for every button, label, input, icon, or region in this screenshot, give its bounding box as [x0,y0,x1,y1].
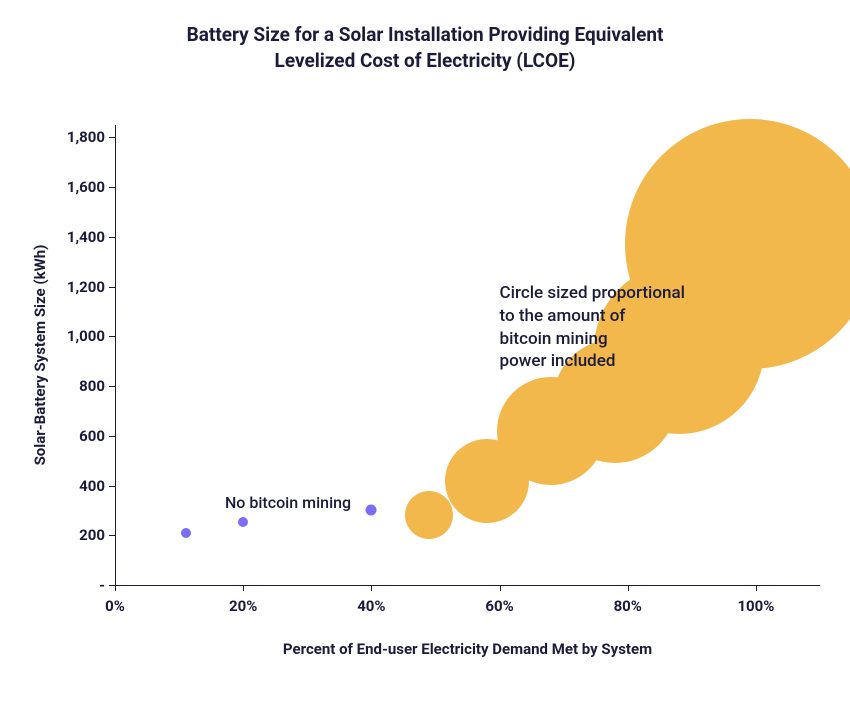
y-tick-label: 800 [79,377,115,395]
purple-bubble [181,528,191,538]
x-tick-label: 60% [485,585,513,615]
x-tick-label: 40% [357,585,385,615]
x-tick-label: 80% [614,585,642,615]
y-tick-label: 400 [79,477,115,495]
y-axis-line [115,125,116,585]
orange-bubble [405,491,453,539]
chart-container: Battery Size for a Solar Installation Pr… [0,0,850,710]
purple-bubble [238,517,248,527]
y-tick-label: 1,600 [67,178,115,196]
chart-title-line1: Battery Size for a Solar Installation Pr… [187,23,664,46]
x-axis-title: Percent of End-user Electricity Demand M… [283,640,652,658]
y-tick-label: 200 [79,526,115,544]
y-axis-title: Solar-Battery System Size (kWh) [31,245,49,466]
x-tick-label: 20% [229,585,257,615]
y-tick-label: 600 [79,427,115,445]
annotation-line: Circle sized proportional [500,283,685,303]
y-tick-label: 1,800 [67,128,115,146]
plot-area: -2004006008001,0001,2001,4001,6001,8000%… [115,125,820,585]
y-tick-label: 1,400 [67,228,115,246]
annotation-line: to the amount of [500,306,626,326]
x-axis-line [115,585,820,586]
annotation-line: power included [500,351,616,371]
annotation-circle-sized: Circle sized proportional to the amount o… [500,282,685,374]
chart-title: Battery Size for a Solar Installation Pr… [0,22,850,73]
annotation-line: bitcoin mining [500,329,608,349]
y-tick-label: 1,000 [67,327,115,345]
purple-bubble [366,505,377,516]
y-tick-label: 1,200 [67,278,115,296]
x-tick-label: 100% [737,585,774,615]
x-tick-label: 0% [105,585,125,615]
annotation-no-mining: No bitcoin mining [225,492,351,514]
chart-title-line2: Levelized Cost of Electricity (LCOE) [275,49,576,72]
